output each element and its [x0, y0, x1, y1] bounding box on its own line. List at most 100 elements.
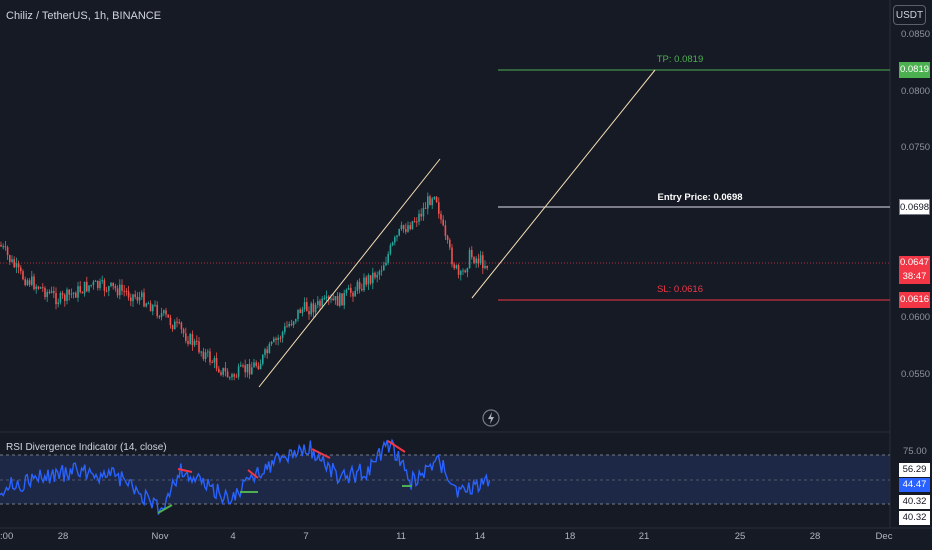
candle-body: [68, 289, 70, 295]
candle-body: [464, 270, 466, 273]
candle-body: [143, 292, 145, 307]
candle-body: [451, 247, 453, 265]
candle-body: [378, 271, 381, 275]
candle-body: [446, 235, 449, 240]
time-axis-label: 4: [230, 531, 236, 542]
sl-label: SL: 0.0616: [657, 284, 703, 295]
candle-body: [442, 219, 444, 226]
candle-body: [431, 198, 433, 206]
candle-body: [13, 259, 15, 268]
bearish-divergence: [311, 448, 331, 459]
candle-body: [79, 286, 81, 293]
candle-body: [246, 364, 249, 373]
lightning-icon: [482, 409, 500, 427]
candle-body: [429, 196, 431, 206]
candle-body: [26, 280, 29, 286]
candle-body: [125, 291, 128, 293]
candle-body: [479, 255, 482, 264]
candle-body: [169, 317, 172, 326]
candle-body: [389, 245, 392, 254]
candle-body: [341, 293, 343, 306]
rsi-tag: 40.32: [899, 495, 930, 509]
candle-body: [299, 309, 301, 314]
candle-body: [94, 280, 97, 282]
candle-body: [314, 304, 317, 313]
entry-price-tag: 0.0698: [899, 199, 930, 215]
bearish-divergence: [247, 469, 259, 479]
entry-label: Entry Price: 0.0698: [657, 192, 743, 203]
rsi-indicator-label[interactable]: RSI Divergence Indicator (14, close): [6, 442, 167, 453]
candle-body: [453, 264, 455, 269]
candle-body: [4, 246, 7, 248]
candle-body: [17, 263, 20, 268]
candle-body: [127, 291, 130, 298]
candle-body: [152, 305, 154, 312]
time-axis-label: 28: [57, 531, 69, 542]
candle-body: [262, 354, 264, 364]
candle-body: [110, 282, 112, 287]
candle-body: [88, 285, 90, 292]
candle-body: [191, 333, 194, 346]
candle-body: [83, 281, 86, 294]
candle-body: [383, 265, 385, 271]
candle-body: [486, 265, 488, 269]
candle-body: [319, 300, 321, 307]
candle-body: [196, 340, 198, 342]
candle-body: [50, 291, 53, 293]
candle-body: [200, 351, 202, 353]
candle-body: [160, 313, 163, 317]
candle-body: [420, 213, 422, 217]
sl-price-tag: 0.0616: [899, 292, 930, 308]
candle-body: [251, 367, 253, 375]
candle-body: [266, 349, 268, 354]
candle-body: [281, 332, 284, 338]
tp-label: TP: 0.0819: [656, 54, 704, 65]
candle-body: [400, 225, 403, 229]
rsi-line: [0, 438, 491, 515]
time-axis-label: 18: [564, 531, 576, 542]
time-axis-label: 11: [396, 531, 406, 542]
candle-body: [350, 287, 352, 293]
time-axis-label: 14: [474, 531, 486, 542]
candle-body: [237, 366, 240, 377]
candle-body: [416, 221, 418, 223]
candle-body: [233, 374, 235, 377]
candle-body: [15, 263, 18, 268]
candle-body: [444, 225, 447, 236]
uptrend-line: [258, 158, 441, 388]
price-axis-label: 0.0850: [901, 29, 931, 40]
candle-body: [244, 365, 246, 373]
candle-body: [193, 340, 196, 346]
candle-body: [215, 358, 218, 369]
candle-body: [180, 322, 183, 330]
candle-body: [112, 282, 114, 287]
candle-body: [374, 272, 376, 278]
candle-body: [136, 296, 139, 301]
candle-body: [46, 291, 48, 297]
candle-body: [332, 298, 334, 301]
candle-body: [361, 288, 363, 291]
candle-body: [405, 229, 407, 232]
bearish-divergence: [387, 440, 406, 453]
rsi-tag: 56.29: [899, 463, 930, 477]
candle-body: [134, 294, 136, 297]
candle-body: [182, 329, 185, 334]
candle-body: [257, 365, 260, 370]
bullish-divergence: [157, 504, 173, 514]
candle-body: [138, 297, 141, 301]
candle-body: [330, 298, 332, 300]
candle-body: [264, 349, 266, 355]
candle-body: [105, 290, 108, 292]
candle-body: [33, 276, 35, 290]
candle-body: [422, 207, 425, 217]
candle-body: [409, 225, 411, 230]
currency-button[interactable]: USDT: [893, 5, 926, 25]
candle-body: [189, 333, 191, 344]
candle-body: [323, 298, 326, 300]
candle-body: [253, 362, 255, 368]
candle-body: [438, 202, 440, 214]
candle-body: [9, 255, 11, 262]
candle-body: [372, 272, 374, 284]
candle-body: [141, 292, 143, 298]
